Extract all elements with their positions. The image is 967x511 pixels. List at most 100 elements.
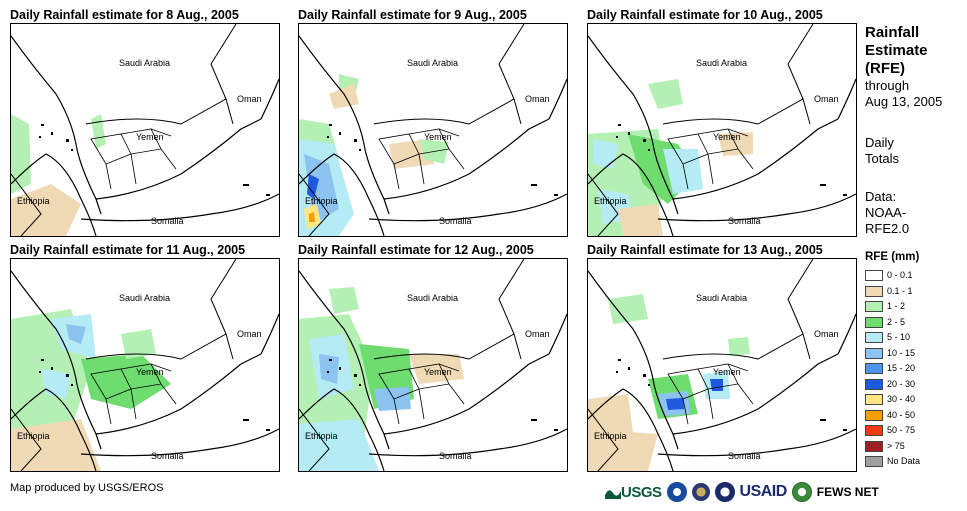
label-somalia: Somalia (439, 451, 472, 461)
red-sea-islands (327, 124, 558, 196)
rain-area (299, 419, 379, 471)
legend-item: 5 - 10 (865, 331, 911, 344)
usgs-logo: USGS (605, 484, 662, 501)
rainfall-map: Saudi Arabia Oman Yemen Ethiopia Somalia (10, 23, 280, 237)
horn-africa-coast (299, 388, 385, 471)
red-sea-coast (299, 35, 390, 215)
label-ethiopia: Ethiopia (17, 196, 50, 206)
red-sea-islands (327, 359, 558, 431)
legend-item: 0.1 - 1 (865, 285, 913, 297)
totals-label: Totals (865, 151, 899, 166)
legend-item: > 75 (865, 440, 905, 452)
legend-label: 10 - 15 (887, 347, 916, 358)
label-saudi-arabia: Saudi Arabia (119, 293, 170, 303)
panel-aug-10: Daily Rainfall estimate for 10 Aug., 200… (587, 8, 857, 238)
governorate-lines (378, 363, 465, 425)
saudi-yemen-border (662, 333, 811, 360)
noaa-logo-icon (666, 482, 687, 502)
oman-coast (837, 78, 856, 120)
legend-swatch (865, 378, 883, 390)
legend-swatch (865, 440, 883, 452)
rain-area (710, 379, 723, 391)
panel-title: Daily Rainfall estimate for 12 Aug., 200… (298, 243, 534, 257)
label-saudi-arabia: Saudi Arabia (696, 293, 747, 303)
usgs-text: USGS (621, 483, 662, 501)
legend-item: 2 - 5 (865, 316, 905, 328)
horn-africa-coast (11, 153, 97, 236)
ethiopia-border (588, 408, 619, 471)
rain-area (66, 324, 86, 344)
rain-area (329, 84, 359, 109)
label-yemen: Yemen (424, 132, 452, 142)
legend-swatch (865, 456, 883, 468)
label-saudi-arabia: Saudi Arabia (696, 58, 747, 68)
usaid-text: USAID (739, 483, 788, 500)
ethiopia-border (11, 408, 42, 471)
rain-area (121, 329, 156, 359)
label-somalia: Somalia (728, 216, 761, 226)
legend-swatch (865, 347, 883, 359)
label-somalia: Somalia (151, 216, 184, 226)
rain-area (319, 354, 339, 384)
label-yemen: Yemen (713, 367, 741, 377)
label-ethiopia: Ethiopia (305, 196, 338, 206)
legend-swatch (865, 394, 883, 406)
oman-coast (837, 313, 856, 355)
oman-coast (548, 78, 567, 120)
legend-label: 30 - 40 (887, 394, 916, 404)
legend-swatch (865, 363, 883, 375)
usgs-wave-icon (605, 490, 621, 499)
rain-area (11, 419, 101, 471)
red-sea-coast (588, 35, 679, 215)
legend-swatch (865, 270, 883, 282)
legend-label: No Data (887, 456, 921, 466)
legend-swatch (865, 332, 883, 344)
label-ethiopia: Ethiopia (594, 431, 627, 441)
oman-coast (548, 313, 567, 355)
rain-area (618, 204, 663, 236)
through-label: through (865, 78, 910, 93)
legend-label: 0 - 0.1 (887, 270, 913, 280)
governorate-lines (667, 363, 754, 425)
label-oman: Oman (525, 94, 550, 104)
label-somalia: Somalia (151, 451, 184, 461)
governorate-lines (378, 128, 465, 190)
logo-strip: USGS USAID FEWS NET (605, 481, 879, 503)
yemen-south-coast (95, 353, 262, 435)
rain-area (608, 294, 648, 324)
label-oman: Oman (814, 94, 839, 104)
legend-label: > 75 (887, 440, 905, 451)
legend-item: No Data (865, 455, 921, 468)
panel-title: Daily Rainfall estimate for 10 Aug., 200… (587, 8, 823, 22)
legend-label: 20 - 30 (887, 378, 916, 389)
ethiopia-border (11, 173, 42, 236)
dos-seal-icon (691, 483, 710, 501)
ethiopia-border (588, 173, 619, 236)
legend-label: 5 - 10 (887, 332, 911, 342)
saudi-oman-border (498, 24, 525, 100)
oman-coast (260, 313, 279, 355)
rain-area (329, 287, 359, 314)
yemen-south-coast (383, 353, 550, 435)
rain-area (11, 114, 31, 194)
saudi-yemen-border (85, 333, 234, 360)
panel-title: Daily Rainfall estimate for 9 Aug., 2005 (298, 8, 527, 22)
red-sea-coast (299, 270, 390, 450)
legend-title: RFE (mm) (865, 251, 920, 263)
governorate-lines (667, 128, 754, 190)
red-sea-coast (588, 270, 679, 450)
somalia-coast (80, 193, 279, 222)
daily-label: Daily (865, 135, 894, 150)
rainfall-map: Saudi Arabia Oman Yemen Ethiopia Somalia (587, 258, 857, 472)
legend-swatch (865, 409, 883, 421)
saudi-yemen-border (373, 333, 522, 360)
footer-credit: Map produced by USGS/EROS (10, 482, 164, 494)
legend-item: 50 - 75 (865, 424, 915, 437)
somalia-coast (80, 428, 279, 457)
data-source: Data: NOAA- RFE2.0 (865, 189, 909, 237)
somalia-coast (368, 428, 567, 457)
red-sea-islands (616, 359, 847, 431)
legend-label: 15 - 20 (887, 363, 916, 373)
panel-aug-8: Daily Rainfall estimate for 8 Aug., 2005… (10, 8, 280, 238)
heading-line: Rainfall (865, 24, 920, 41)
